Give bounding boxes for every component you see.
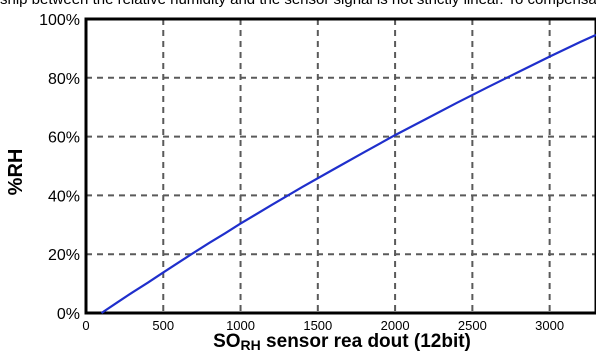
y-tick-label-1: 20% (48, 247, 80, 264)
series-group (100, 33, 596, 314)
x-tick-label-4: 2000 (381, 318, 410, 333)
y-tick-label-0: 0% (57, 306, 80, 323)
x-axis-label-main: SO (213, 331, 240, 352)
x-axis-label-rest: sensor rea dout (12bit) (261, 331, 471, 352)
x-tick-labels: 0 500 1000 1500 2000 2500 3000 (82, 318, 564, 333)
y-tick-label-4: 80% (48, 71, 80, 88)
y-tick-labels: 0% 20% 40% 60% 80% 100% (39, 12, 80, 323)
plot-frame (84, 17, 596, 315)
y-tick-label-2: 40% (48, 188, 80, 205)
y-tick-label-3: 60% (48, 130, 80, 147)
y-axis-label: %RH (5, 149, 27, 196)
clipped-caption-text: ship between the relative humidity and t… (0, 0, 596, 9)
x-tick-label-2: 1000 (226, 318, 255, 333)
x-axis-label-subscript: RH (241, 337, 261, 353)
series-line-0 (100, 33, 596, 314)
x-tick-label-6: 3000 (535, 318, 564, 333)
x-tick-label-1: 500 (152, 318, 174, 333)
x-tick-label-3: 1500 (303, 318, 332, 333)
x-tick-label-0: 0 (82, 318, 89, 333)
grid-lines (86, 19, 596, 313)
x-axis-label: SORH sensor rea dout (12bit) (213, 331, 471, 353)
x-tick-label-5: 2500 (458, 318, 487, 333)
y-tick-label-5: 100% (39, 12, 80, 29)
